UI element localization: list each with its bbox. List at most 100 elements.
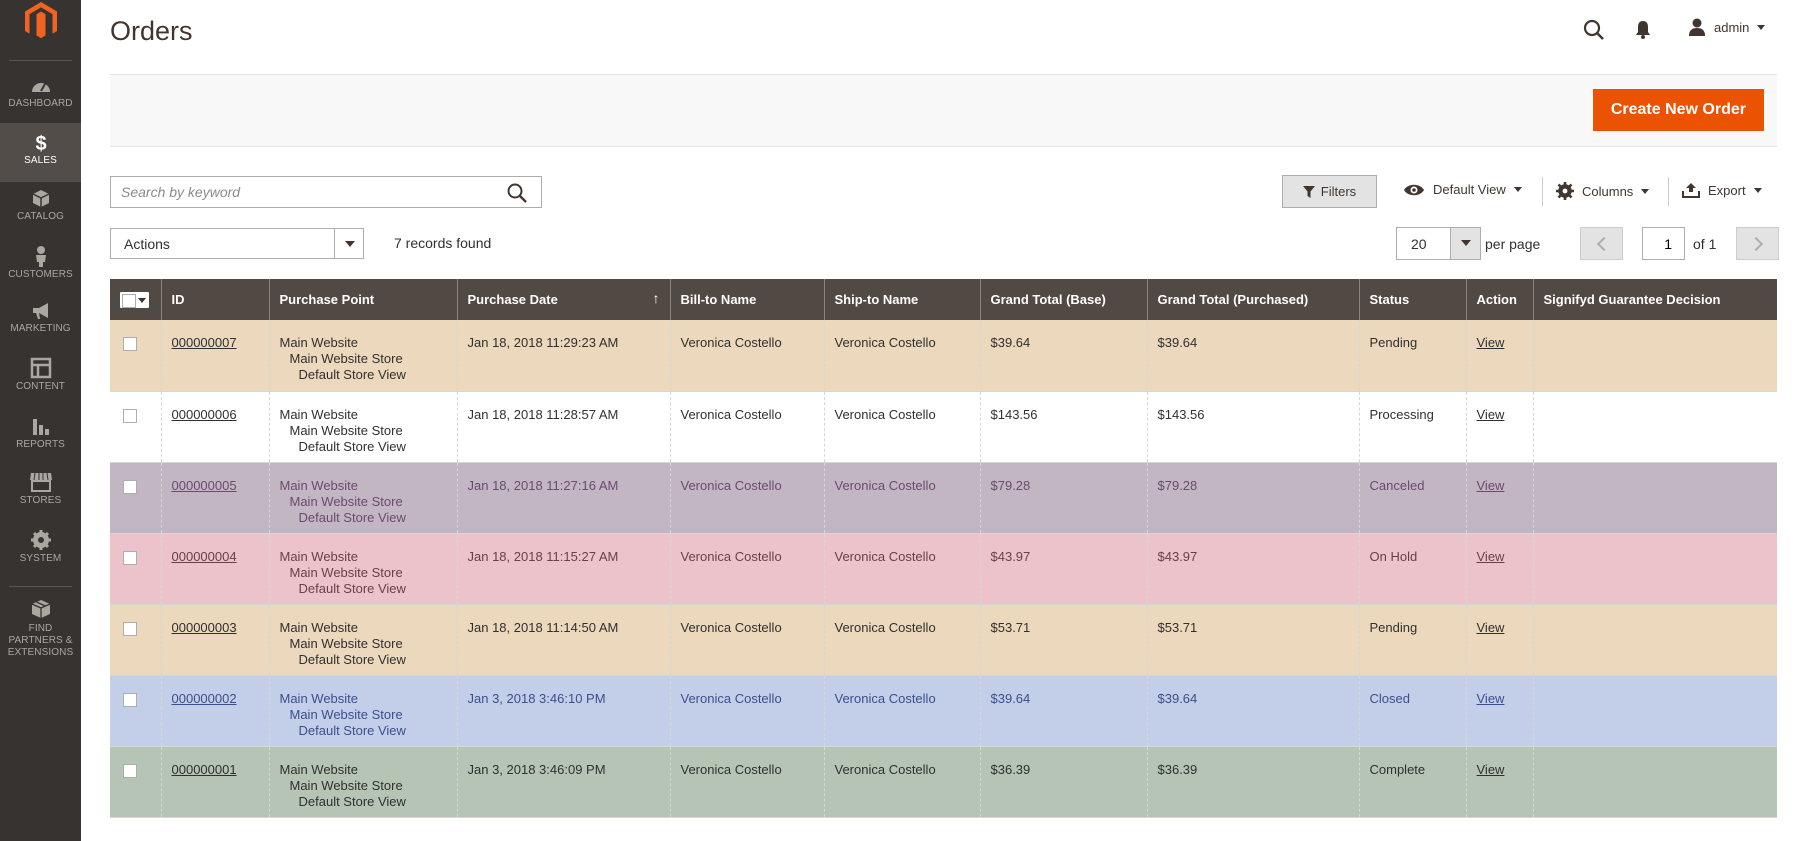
- action-cell: View: [1465, 675, 1533, 747]
- bill-to-name-cell: Veronica Costello: [669, 320, 824, 392]
- row-checkbox[interactable]: [123, 621, 137, 636]
- row-checkbox[interactable]: [123, 550, 137, 565]
- orders-grid: ID Purchase Point Purchase Date ↑ Bill-to…: [110, 279, 1777, 818]
- order-id-link[interactable]: 000000002: [171, 690, 237, 706]
- default-view-dropdown[interactable]: Default View: [1403, 182, 1522, 197]
- view-order-link[interactable]: View: [1476, 761, 1505, 777]
- export-dropdown[interactable]: Export: [1682, 182, 1762, 198]
- row-checkbox[interactable]: [123, 479, 137, 494]
- nav-system[interactable]: System: [0, 521, 81, 580]
- view-order-link[interactable]: View: [1476, 690, 1505, 706]
- records-count: 7 records found: [394, 235, 492, 251]
- column-header-purchase-date[interactable]: Purchase Date ↑: [456, 279, 670, 320]
- megaphone-icon: [32, 303, 48, 319]
- order-id-cell: 000000005: [160, 462, 269, 534]
- page-title: Orders: [110, 16, 193, 46]
- column-header-grand-total-purchased[interactable]: Grand Total (Purchased): [1146, 279, 1359, 320]
- store-name: Main Website Store: [289, 493, 403, 509]
- purchase-date-cell: Jan 18, 2018 11:27:16 AM: [456, 462, 670, 534]
- order-id-link[interactable]: 000000007: [171, 335, 237, 350]
- row-select-cell: [110, 746, 161, 818]
- nav-find-partners[interactable]: Find Partners & Extensions: [0, 591, 81, 658]
- ship-to-name-cell: Veronica Costello: [823, 604, 980, 676]
- nav-stores[interactable]: Stores: [0, 463, 81, 522]
- grand-total-base-cell: $36.39: [979, 746, 1147, 818]
- notifications-bell-icon[interactable]: [1634, 20, 1652, 40]
- row-checkbox[interactable]: [123, 692, 137, 707]
- status-cell: Pending: [1358, 320, 1466, 392]
- nav-marketing[interactable]: Marketing: [0, 293, 81, 352]
- keyword-search: [110, 176, 542, 208]
- mass-select-header[interactable]: [110, 279, 161, 320]
- next-page-button[interactable]: [1736, 227, 1779, 260]
- grand-total-purchased-cell: $36.39: [1146, 746, 1359, 818]
- column-header-signifyd-decision[interactable]: Signifyd Guarantee Decision: [1532, 279, 1777, 320]
- bill-to-name-cell: Veronica Costello: [669, 462, 824, 534]
- chevron-down-icon: [334, 229, 363, 258]
- magento-logo-icon[interactable]: [24, 2, 58, 42]
- current-page-input[interactable]: [1642, 227, 1685, 260]
- nav-content[interactable]: Content: [0, 349, 81, 408]
- mass-actions-select[interactable]: Actions: [110, 228, 364, 259]
- create-new-order-button[interactable]: Create New Order: [1592, 89, 1764, 131]
- nav-sales[interactable]: $ Sales: [0, 123, 81, 182]
- search-icon[interactable]: [1583, 19, 1605, 41]
- row-checkbox[interactable]: [123, 763, 137, 778]
- chevron-down-icon: [1757, 24, 1766, 30]
- purchase-date-cell: Jan 3, 2018 3:46:09 PM: [456, 746, 670, 818]
- order-id-cell: 000000003: [160, 604, 269, 676]
- admin-user-menu[interactable]: admin: [1688, 18, 1766, 36]
- per-page-select[interactable]: 20: [1396, 227, 1481, 260]
- export-icon: [1682, 183, 1700, 198]
- column-header-ship-to-name[interactable]: Ship-to Name: [823, 279, 980, 320]
- view-order-link[interactable]: View: [1476, 406, 1505, 422]
- row-checkbox[interactable]: [123, 408, 137, 423]
- signifyd-decision-cell: [1532, 320, 1777, 392]
- column-header-purchase-point[interactable]: Purchase Point: [268, 279, 457, 320]
- store-view-name: Default Store View: [298, 580, 406, 596]
- status-cell: Closed: [1358, 675, 1466, 747]
- search-submit-icon[interactable]: [507, 183, 527, 203]
- ship-to-name-cell: Veronica Costello: [823, 675, 980, 747]
- previous-page-button[interactable]: [1580, 227, 1623, 260]
- grand-total-base-cell: $79.28: [979, 462, 1147, 534]
- chevron-down-icon: [1513, 187, 1522, 192]
- signifyd-decision-cell: [1532, 462, 1777, 534]
- grand-total-purchased-cell: $79.28: [1146, 462, 1359, 534]
- purchase-point-cell: Main Website Main Website Store Default St…: [268, 604, 457, 676]
- columns-dropdown[interactable]: Columns: [1556, 182, 1650, 200]
- table-row: 000000007 Main Website Main Website Store…: [110, 320, 1777, 392]
- bill-to-name-cell: Veronica Costello: [669, 533, 824, 605]
- action-cell: View: [1465, 320, 1533, 392]
- view-order-link[interactable]: View: [1476, 548, 1505, 564]
- column-header-bill-to-name[interactable]: Bill-to Name: [669, 279, 824, 320]
- view-order-link[interactable]: View: [1476, 335, 1505, 350]
- order-id-link[interactable]: 000000001: [171, 761, 237, 777]
- order-id-link[interactable]: 000000005: [171, 477, 237, 493]
- mass-select-checkbox[interactable]: [120, 291, 149, 308]
- bill-to-name-cell: Veronica Costello: [669, 604, 824, 676]
- bill-to-name-cell: Veronica Costello: [669, 391, 824, 463]
- per-page-value: 20: [1411, 236, 1427, 252]
- nav-reports[interactable]: Reports: [0, 407, 81, 466]
- order-id-link[interactable]: 000000006: [171, 406, 237, 422]
- nav-catalog[interactable]: Catalog: [0, 181, 81, 240]
- order-id-link[interactable]: 000000003: [171, 619, 237, 635]
- action-cell: View: [1465, 391, 1533, 463]
- website-name: Main Website: [279, 335, 359, 350]
- nav-customers[interactable]: Customers: [0, 237, 81, 296]
- view-order-link[interactable]: View: [1476, 477, 1505, 493]
- row-checkbox[interactable]: [123, 337, 137, 351]
- grand-total-purchased-cell: $143.56: [1146, 391, 1359, 463]
- column-header-id[interactable]: ID: [160, 279, 269, 320]
- filters-button[interactable]: Filters: [1282, 175, 1377, 208]
- nav-dashboard[interactable]: Dashboard: [0, 68, 81, 127]
- search-input[interactable]: [111, 177, 491, 207]
- view-order-link[interactable]: View: [1476, 619, 1505, 635]
- funnel-icon: [1302, 185, 1315, 198]
- total-pages-label: of 1: [1693, 236, 1717, 252]
- table-row: 000000005 Main Website Main Website Store…: [110, 462, 1777, 534]
- column-header-status[interactable]: Status: [1358, 279, 1466, 320]
- order-id-link[interactable]: 000000004: [171, 548, 237, 564]
- column-header-grand-total-base[interactable]: Grand Total (Base): [979, 279, 1147, 320]
